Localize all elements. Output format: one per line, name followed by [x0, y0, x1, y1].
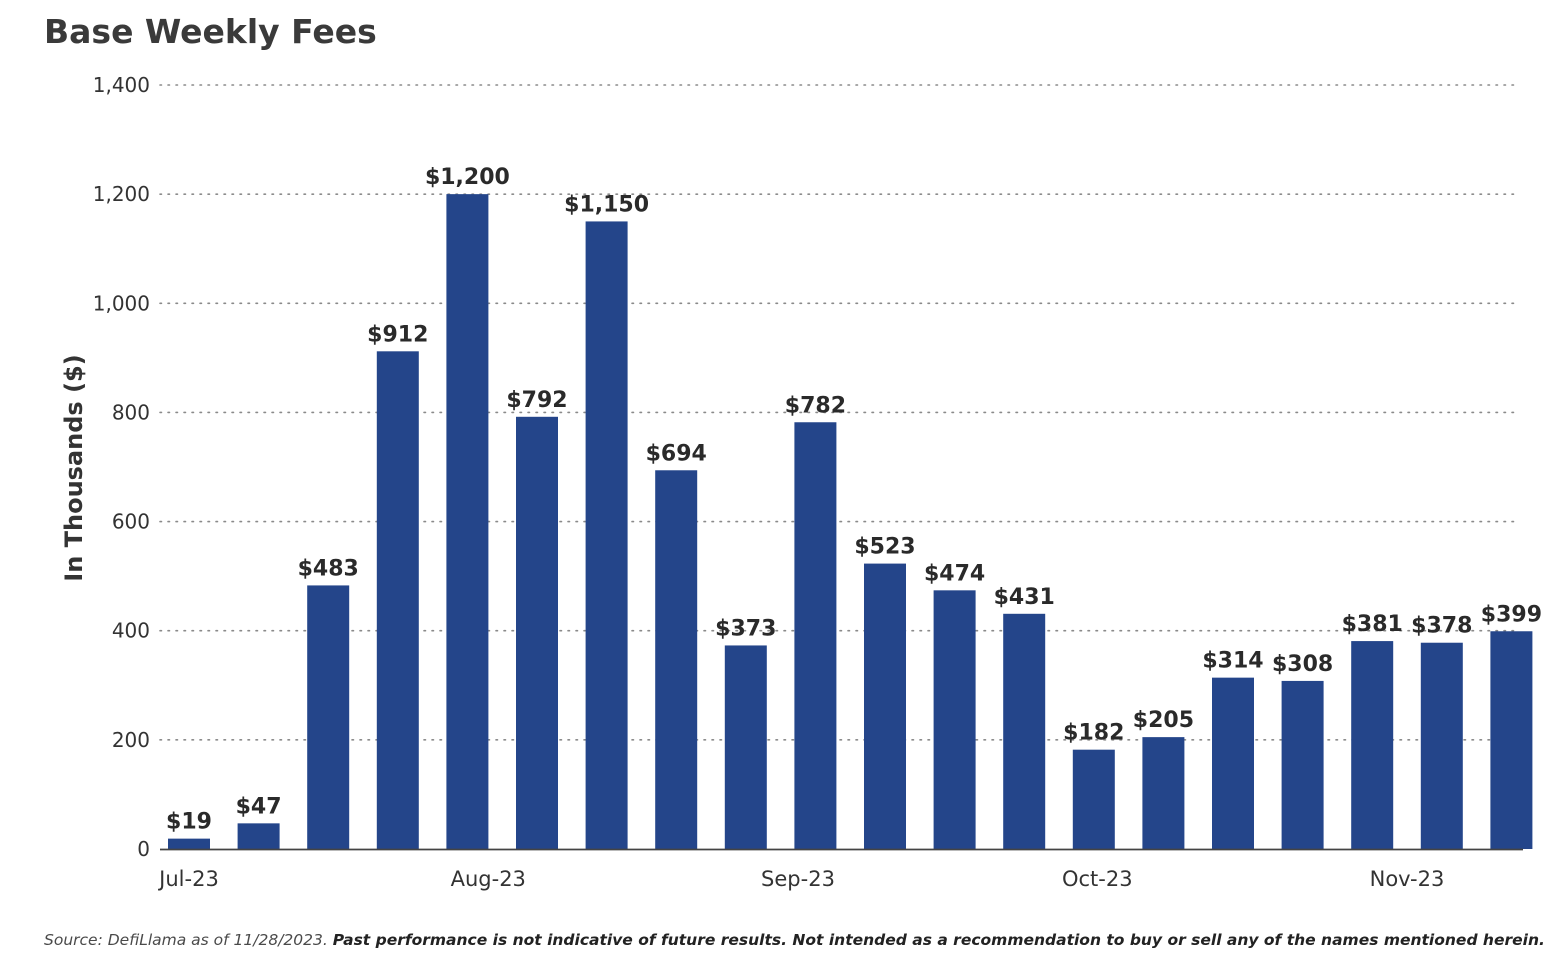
y-axis-tick-labels: 0 200 400 600 800 1,000 1,200 1,400	[93, 73, 150, 861]
bar	[1212, 677, 1254, 849]
bar-value-label: $1,150	[564, 192, 649, 217]
bar-value-label: $205	[1133, 708, 1194, 733]
x-tick-label: Aug-23	[451, 867, 526, 891]
disclaimer-text: Past performance is not indicative of fu…	[332, 931, 1545, 949]
x-tick-label: Oct-23	[1062, 867, 1133, 891]
bar-value-label: $792	[506, 388, 567, 413]
bar	[794, 422, 837, 849]
x-axis-tick-labels: Jul-23 Aug-23 Sep-23 Oct-23 Nov-23	[157, 867, 1444, 891]
bar	[307, 585, 350, 849]
bar-value-labels: $19 $47 $483 $912 $1,200 $792 $1,150 $694 $373 $7…	[166, 165, 1542, 834]
bar-value-label: $47	[236, 794, 282, 819]
y-tick-label: 1,200	[93, 182, 150, 206]
bar	[864, 563, 906, 849]
bar-value-label: $373	[715, 616, 776, 641]
source-footnote: Source: DefiLlama as of 11/28/2023. Past…	[44, 931, 1545, 949]
y-tick-label: 800	[112, 400, 150, 424]
bar	[237, 823, 280, 849]
bar-value-label: $381	[1342, 612, 1403, 637]
y-tick-label: 1,400	[93, 73, 150, 97]
y-tick-label: 1,000	[93, 291, 150, 315]
bar	[724, 645, 767, 849]
bar-value-label: $314	[1202, 649, 1263, 674]
bar	[1072, 749, 1115, 849]
bar	[516, 416, 558, 849]
bar	[655, 470, 698, 849]
bar-value-label: $182	[1063, 721, 1124, 746]
bar-value-label: $912	[367, 322, 428, 347]
grid-lines	[159, 84, 1521, 741]
bar-value-label: $694	[646, 441, 707, 466]
y-tick-label: 200	[112, 728, 150, 752]
bar	[1142, 737, 1185, 849]
y-tick-label: 600	[112, 510, 150, 534]
bar-value-label: $399	[1481, 602, 1542, 627]
x-tick-label: Nov-23	[1370, 867, 1445, 891]
bar	[1351, 641, 1394, 849]
bar	[1281, 680, 1324, 849]
bar	[585, 221, 628, 849]
source-text: Source: DefiLlama as of 11/28/2023.	[44, 931, 328, 949]
bar	[168, 838, 210, 849]
y-axis-label: In Thousands ($)	[60, 354, 88, 581]
y-tick-label: 400	[112, 619, 150, 643]
bar-value-label: $378	[1411, 614, 1472, 639]
bar-value-label: $782	[785, 393, 846, 418]
bar	[933, 590, 976, 849]
bar	[376, 351, 419, 849]
bar-value-label: $483	[298, 556, 359, 581]
bar	[1003, 613, 1046, 849]
chart-title: Base Weekly Fees	[44, 12, 377, 51]
bar-value-label: $474	[924, 561, 985, 586]
bars	[168, 194, 1533, 850]
bar	[446, 194, 489, 850]
bar-value-label: $1,200	[425, 165, 510, 190]
x-tick-label: Sep-23	[761, 867, 835, 891]
bar-value-label: $19	[166, 810, 212, 835]
bar-value-label: $431	[994, 585, 1055, 610]
x-tick-label: Jul-23	[157, 867, 219, 891]
bar-value-label: $308	[1272, 652, 1333, 677]
y-tick-label: 0	[137, 837, 150, 861]
bar	[1490, 631, 1533, 849]
bar-value-label: $523	[854, 535, 915, 560]
bar	[1420, 642, 1463, 849]
